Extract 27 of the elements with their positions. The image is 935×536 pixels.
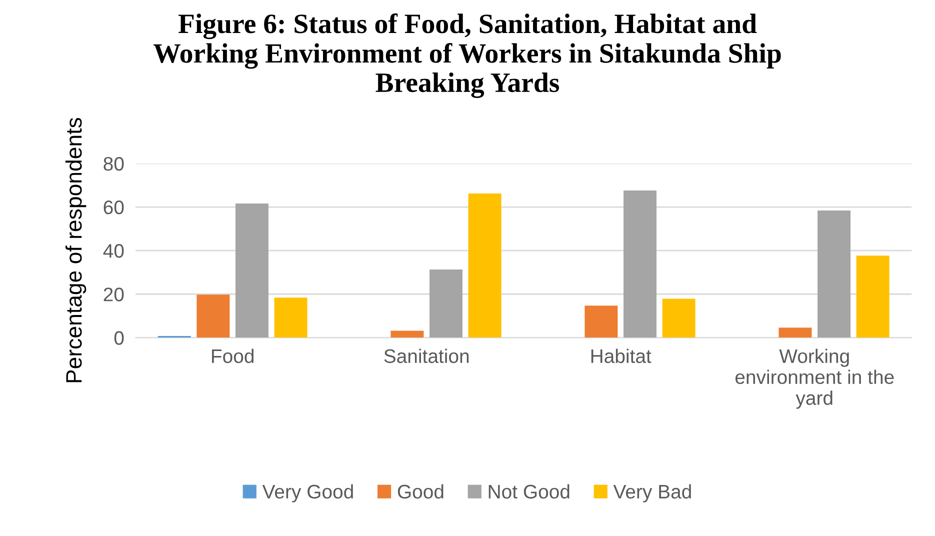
bar: [196, 294, 230, 338]
bar: [662, 298, 696, 338]
bar: [468, 194, 502, 338]
bar: [624, 190, 656, 338]
x-tick-label: Sanitation: [384, 348, 469, 364]
y-tick-label: 0: [114, 331, 124, 345]
bar: [274, 298, 308, 338]
bar: [390, 330, 424, 338]
bar: [778, 328, 812, 338]
bar: [856, 256, 890, 338]
bar: [430, 270, 462, 338]
y-axis-title: Percentage of respondents: [65, 118, 86, 382]
legend-label: Very Good: [262, 484, 353, 502]
x-tick-label: Habitat: [591, 348, 652, 364]
legend-label: Very Bad: [613, 484, 691, 502]
y-tick-label: 40: [103, 244, 124, 258]
y-tick-label: 60: [104, 200, 124, 214]
chart-title: Figure 6: Status of Food, Sanitation, Habitat and Working Environment of Workers in Sitakunda Ship Breaking Yards: [153, 13, 781, 98]
legend-label: Not Good: [488, 484, 570, 499]
bar: [818, 210, 851, 338]
x-tick-label: Food: [212, 348, 254, 364]
bar: [584, 306, 618, 338]
x-tick-label: Working environment in the yard: [735, 348, 894, 409]
legend-label: Good: [398, 484, 444, 499]
bar: [235, 204, 268, 338]
y-tick-label: 80: [104, 156, 124, 171]
y-tick-label: 20: [104, 288, 124, 302]
